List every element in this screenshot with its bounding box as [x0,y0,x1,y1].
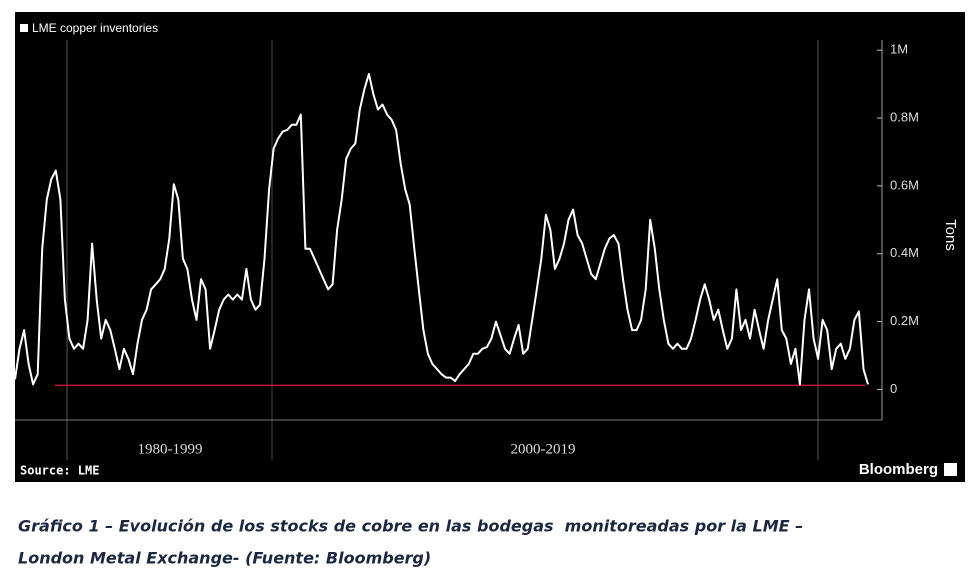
brand: Bloomberg [859,461,938,478]
y-tick-label: 1M [890,42,908,57]
period-label: 2000-2019 [511,441,576,457]
y-axis-title: Tons [942,219,959,251]
legend-swatch [20,24,28,32]
data-line [14,72,869,386]
legend-label: LME copper inventories [32,21,158,35]
caption-line: Gráfico 1 – Evolución de los stocks de c… [18,517,803,536]
y-tick-label: 0.4M [890,245,919,260]
y-tick-label: 0 [890,381,897,396]
y-tick-label: 0.2M [890,313,919,328]
y-tick-label: 0.8M [890,109,919,124]
period-label: 1980-1999 [138,441,203,457]
chart-background [15,12,965,482]
source-note: Source: LME [20,464,99,478]
y-tick-label: 0.6M [890,177,919,192]
brand-icon [944,463,957,476]
caption-line: London Metal Exchange- (Fuente: Bloomber… [18,549,431,568]
